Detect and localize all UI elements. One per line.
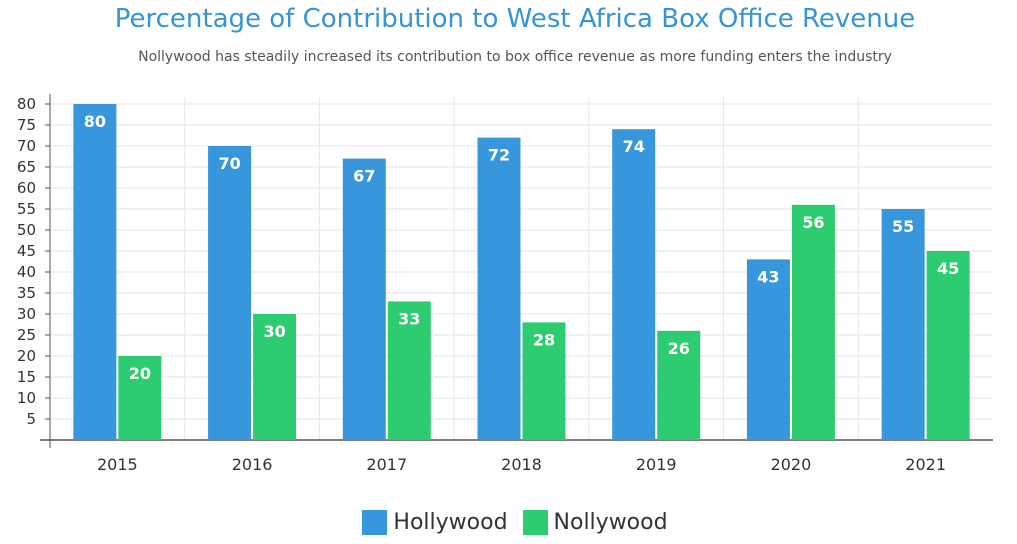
data-label-hollywood-2017: 67: [353, 167, 375, 186]
bar-nollywood-2021: [926, 251, 970, 440]
bar-hollywood-2021: [881, 209, 925, 440]
bar-hollywood-2015: [73, 104, 117, 440]
legend-item-hollywood[interactable]: Hollywood: [362, 510, 508, 535]
y-tick-label-60: 60: [17, 179, 36, 197]
data-label-nollywood-2019: 26: [668, 339, 690, 358]
data-label-nollywood-2018: 28: [533, 330, 555, 349]
legend-swatch-nollywood: [522, 510, 548, 535]
data-label-nollywood-2015: 20: [129, 364, 151, 383]
y-tick-label-70: 70: [17, 137, 36, 155]
y-tick-label-25: 25: [17, 326, 36, 344]
data-label-nollywood-2020: 56: [802, 213, 824, 232]
y-tick-label-80: 80: [17, 95, 36, 113]
legend-label-hollywood: Hollywood: [393, 510, 508, 535]
y-tick-label-75: 75: [17, 116, 36, 134]
bar-nollywood-2019: [657, 330, 701, 440]
legend-label-nollywood: Nollywood: [553, 510, 668, 535]
bar-hollywood-2016: [208, 146, 252, 440]
bar-nollywood-2015: [118, 356, 162, 440]
y-tick-label-55: 55: [17, 200, 36, 218]
bar-nollywood-2018: [522, 322, 566, 440]
chart-title: Percentage of Contribution to West Afric…: [114, 4, 916, 34]
y-tick-label-15: 15: [17, 368, 36, 386]
data-label-hollywood-2021: 55: [892, 217, 914, 236]
bar-hollywood-2020: [746, 259, 790, 440]
x-tick-label-2020: 2020: [771, 455, 812, 474]
bar-chart: 5 10 15 20 25 30 35 40 45 50 55 60 65 70 75 80 80 20 2015 7…: [17, 94, 993, 474]
y-tick-label-40: 40: [17, 263, 36, 281]
bar-hollywood-2018: [477, 137, 521, 440]
y-tick-label-10: 10: [17, 389, 36, 407]
data-label-hollywood-2015: 80: [84, 112, 106, 131]
bar-nollywood-2016: [253, 314, 297, 440]
data-label-hollywood-2019: 74: [623, 137, 645, 156]
data-label-hollywood-2018: 72: [488, 146, 510, 165]
y-tick-label-50: 50: [17, 221, 36, 239]
data-label-hollywood-2020: 43: [757, 267, 779, 286]
x-tick-label-2015: 2015: [97, 455, 138, 474]
data-label-nollywood-2021: 45: [937, 259, 959, 278]
x-tick-label-2021: 2021: [905, 455, 946, 474]
data-label-hollywood-2016: 70: [218, 154, 240, 173]
x-tick-label-2016: 2016: [232, 455, 273, 474]
bar-nollywood-2017: [387, 301, 431, 440]
y-tick-label-35: 35: [17, 284, 36, 302]
bar-hollywood-2019: [612, 129, 656, 440]
y-tick-label-20: 20: [17, 347, 36, 365]
chart-legend: Hollywood Nollywood: [0, 510, 1017, 541]
data-label-nollywood-2016: 30: [263, 322, 285, 341]
y-tick-label-45: 45: [17, 242, 36, 260]
data-label-nollywood-2017: 33: [398, 309, 420, 328]
x-tick-label-2018: 2018: [501, 455, 542, 474]
bar-hollywood-2017: [342, 158, 386, 440]
legend-swatch-hollywood: [362, 510, 388, 535]
chart-subtitle: Nollywood has steadily increased its con…: [138, 49, 892, 65]
y-tick-label-65: 65: [17, 158, 36, 176]
legend-item-nollywood[interactable]: Nollywood: [522, 510, 668, 535]
y-tick-label-5: 5: [26, 410, 36, 428]
x-tick-label-2017: 2017: [366, 455, 407, 474]
bar-nollywood-2020: [791, 204, 835, 440]
x-tick-label-2019: 2019: [636, 455, 677, 474]
y-tick-label-30: 30: [17, 305, 36, 323]
